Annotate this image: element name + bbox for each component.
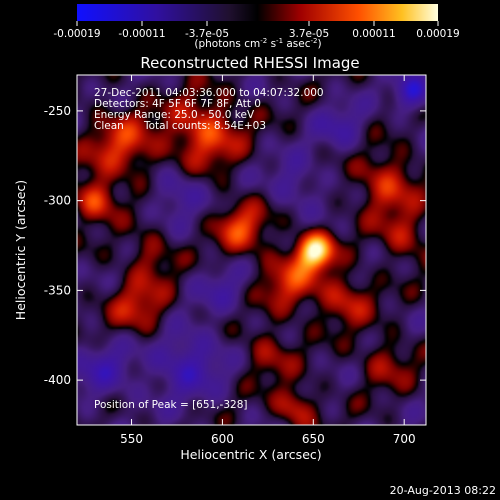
colorbar-tick-label: 3.7e-05 — [289, 28, 329, 40]
colorbar-tick-label: -0.00011 — [118, 28, 165, 40]
annotation-counts: Total counts: 8.54E+03 — [143, 120, 266, 132]
x-tick-label: 700 — [393, 432, 416, 446]
annotation-energy: Energy Range: 25.0 - 50.0 keV — [94, 109, 255, 121]
annotation-peak: Position of Peak = [651,-328] — [94, 399, 248, 411]
annotation-detectors: Detectors: 4F 5F 6F 7F 8F, Att 0 — [94, 98, 261, 110]
colorbar-tick-label: 0.00019 — [416, 28, 459, 40]
annotation-time-range: 27-Dec-2011 04:03:36.000 to 04:07:32.000 — [94, 87, 324, 99]
colorbar-tick-label: -0.00019 — [53, 28, 100, 40]
colorbar-tick-label: 0.00011 — [352, 28, 395, 40]
y-axis-label: Heliocentric Y (arcsec) — [13, 180, 28, 320]
colorbar — [77, 4, 438, 21]
chart-title: Reconstructed RHESSI Image — [140, 54, 359, 72]
colorbar-ticks: -0.00019 -0.00011 -3.7e-05 3.7e-05 0.00011 0.… — [53, 21, 460, 40]
plot-frame — [76, 74, 427, 426]
x-tick-label: 600 — [211, 432, 234, 446]
y-tick-label: -300 — [44, 194, 71, 208]
x-axis-ticks: 550 600 650 700 — [120, 75, 416, 446]
colorbar-units: (photons cm-2 s-1 asec-2) — [194, 37, 321, 50]
x-tick-label: 650 — [302, 432, 325, 446]
y-axis-ticks: -250 -300 -350 -400 — [44, 104, 426, 387]
footer-timestamp: 20-Aug-2013 08:22 — [390, 484, 496, 497]
colorbar-tick-label: -3.7e-05 — [185, 28, 229, 40]
annotation-clean: Clean — [94, 120, 124, 132]
x-tick-label: 550 — [120, 432, 143, 446]
y-tick-label: -400 — [44, 373, 71, 387]
y-tick-label: -250 — [44, 104, 71, 118]
x-axis-label: Heliocentric X (arcsec) — [180, 447, 321, 462]
y-tick-label: -350 — [44, 283, 71, 297]
heatmap-image — [77, 75, 426, 425]
